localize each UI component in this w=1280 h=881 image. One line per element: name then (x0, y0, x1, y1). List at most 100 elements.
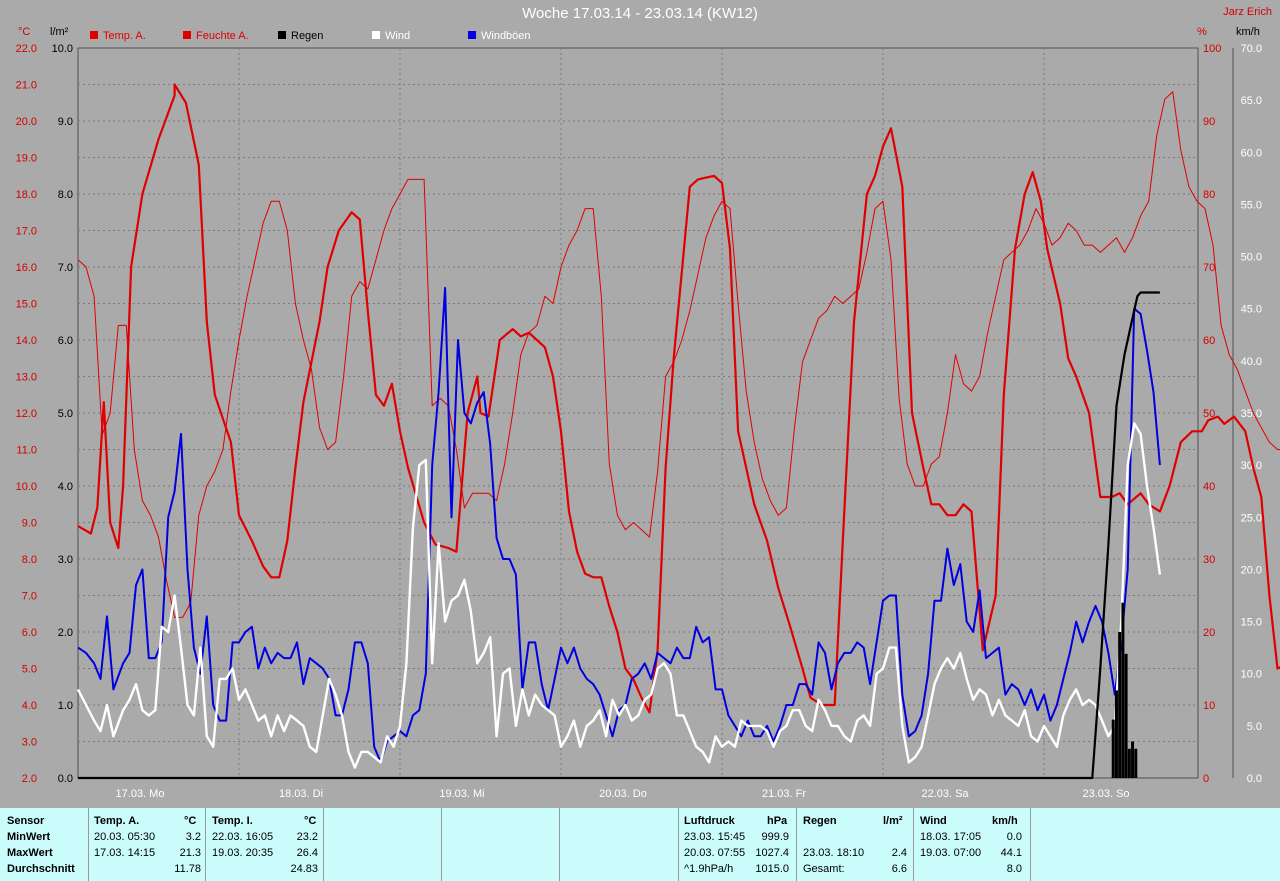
series-line-feuchte-a (77, 91, 1280, 618)
wind-tick-label: 10.0 (1241, 669, 1262, 681)
temp-i-title: Temp. I. (212, 815, 253, 827)
temp-tick-label: 2.0 (22, 773, 37, 785)
pressure-avg-val: 1015.0 (755, 863, 789, 875)
series-group (76, 83, 1280, 780)
legend-label: Temp. A. (103, 30, 146, 42)
temp-i-max-val: 26.4 (296, 847, 318, 859)
temp-a-max-val: 21.3 (179, 847, 201, 859)
temp-tick-label: 14.0 (16, 335, 37, 347)
legend-rain: Regen (278, 30, 323, 42)
wind-min-val: 0.0 (1006, 831, 1022, 843)
temp-tick-label: 19.0 (16, 153, 37, 165)
statistics-panel: Sensor MinWert MaxWert Durchschnitt Temp… (0, 808, 1280, 881)
rain-tick-label: 9.0 (58, 116, 73, 128)
series-line-temp-a (77, 83, 1280, 714)
wind-tick-label: 0.0 (1247, 773, 1262, 785)
temp-tick-label: 10.0 (16, 481, 37, 493)
rain-tick-label: 6.0 (58, 335, 73, 347)
series-line-wind (76, 422, 1162, 769)
rain-max-time: 23.03. 18:10 (803, 847, 865, 859)
legend-gusts: Windböen (468, 30, 531, 42)
legend-swatch (372, 31, 380, 39)
humidity-tick-label: 0 (1203, 773, 1209, 785)
wind-title: Wind (920, 815, 947, 827)
temp-tick-label: 18.0 (16, 189, 37, 201)
legend-label: Regen (291, 30, 324, 42)
legend-swatch (278, 31, 286, 39)
temp-tick-label: 16.0 (16, 262, 37, 274)
rain-tick-label: 7.0 (58, 262, 73, 274)
pressure-trend: ^1.9hPa/h (684, 863, 734, 875)
wind-max-time: 19.03. 07:00 (920, 847, 982, 859)
humidity-unit-label: % (1197, 26, 1207, 38)
x-tick-label: 18.03. Di (279, 788, 323, 800)
stats-col-temp-a: Temp. A. °C 20.03. 05:30 3.2 17.03. 14:1… (89, 808, 206, 881)
humidity-tick-label: 20 (1203, 627, 1215, 639)
temp-i-min-time: 22.03. 16:05 (212, 831, 274, 843)
x-tick-label: 19.03. Mi (439, 788, 484, 800)
humidity-tick-label: 90 (1203, 116, 1215, 128)
x-tick-label: 17.03. Mo (116, 788, 165, 800)
wind-tick-label: 40.0 (1241, 356, 1262, 368)
wind-tick-label: 45.0 (1241, 304, 1262, 316)
temp-tick-label: 11.0 (16, 445, 37, 457)
rain-tick-label: 2.0 (58, 627, 73, 639)
humidity-tick-label: 40 (1203, 481, 1215, 493)
rain-unit: l/m² (883, 815, 903, 827)
wind-min-time: 18.03. 17:05 (920, 831, 982, 843)
wind-tick-label: 30.0 (1241, 460, 1262, 472)
temp-unit-label: °C (18, 26, 31, 38)
stats-col-pressure: Luftdruck hPa 23.03. 15:45 999.9 20.03. … (679, 808, 797, 881)
x-tick-label: 23.03. So (1082, 788, 1129, 800)
pressure-unit: hPa (767, 815, 788, 827)
maxwert-label: MaxWert (7, 847, 53, 859)
wind-unit-label: km/h (1236, 26, 1260, 38)
pressure-max-val: 1027.4 (755, 847, 789, 859)
wind-tick-label: 15.0 (1241, 617, 1262, 629)
rain-total-val: 6.6 (891, 863, 907, 875)
temp-tick-label: 4.0 (22, 700, 37, 712)
temp-a-min-time: 20.03. 05:30 (94, 831, 156, 843)
x-tick-label: 21.03. Fr (762, 788, 806, 800)
temp-i-min-val: 23.2 (296, 831, 318, 843)
rain-tick-label: 5.0 (58, 408, 73, 420)
wind-tick-label: 50.0 (1241, 252, 1262, 264)
stats-col-empty-2 (442, 808, 560, 881)
temp-a-max-time: 17.03. 14:15 (94, 847, 156, 859)
chart-title: Woche 17.03.14 - 23.03.14 (KW12) (522, 5, 758, 22)
wind-tick-label: 65.0 (1241, 95, 1262, 107)
temp-tick-label: 17.0 (16, 226, 37, 238)
wind-avg-val: 8.0 (1006, 863, 1022, 875)
wind-unit: km/h (992, 815, 1018, 827)
rain-tick-label: 1.0 (58, 700, 73, 712)
legend-wind: Wind (372, 30, 410, 42)
humidity-tick-label: 30 (1203, 554, 1215, 566)
durchschnitt-label: Durchschnitt (7, 863, 75, 875)
legend-label: Feuchte A. (196, 30, 249, 42)
rain-title: Regen (803, 815, 837, 827)
rain-tick-label: 3.0 (58, 554, 73, 566)
weather-chart: 2.0 3.0 4.0 5.0 6.0 7.0 8.0 9.0 10.0 11.0 12.0 13.0… (16, 43, 1280, 800)
wind-tick-label: 35.0 (1241, 408, 1262, 420)
rain-max-val: 2.4 (891, 847, 907, 859)
temp-i-unit: °C (304, 815, 317, 827)
stats-col-rain: Regen l/m² 23.03. 18:10 2.4 Gesamt: 6.6 (797, 808, 914, 881)
rain-total-label: Gesamt: (803, 863, 845, 875)
axis-ticks: 2.0 3.0 4.0 5.0 6.0 7.0 8.0 9.0 10.0 11.0 12.0 13.0… (16, 43, 1262, 800)
legend-swatch (468, 31, 476, 39)
humidity-tick-label: 50 (1203, 408, 1215, 420)
stats-col-temp-i: Temp. I. °C 22.03. 16:05 23.2 19.03. 20:… (206, 808, 324, 881)
stats-col-empty-3 (560, 808, 679, 881)
legend-swatch (90, 31, 98, 39)
temp-i-max-time: 19.03. 20:35 (212, 847, 274, 859)
humidity-tick-label: 100 (1203, 43, 1221, 55)
temp-tick-label: 20.0 (16, 116, 37, 128)
wind-tick-label: 60.0 (1241, 147, 1262, 159)
temp-tick-label: 6.0 (22, 627, 37, 639)
stats-col-empty-1 (324, 808, 442, 881)
humidity-tick-label: 10 (1203, 700, 1215, 712)
wind-tick-label: 55.0 (1241, 199, 1262, 211)
minwert-label: MinWert (7, 831, 51, 843)
humidity-tick-label: 60 (1203, 335, 1215, 347)
wind-tick-label: 70.0 (1241, 43, 1262, 55)
